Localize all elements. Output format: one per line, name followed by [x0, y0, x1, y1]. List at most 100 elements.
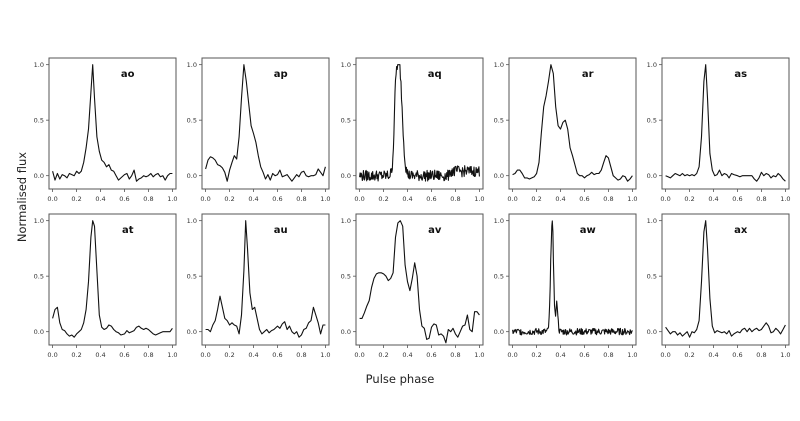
panel-label: as: [734, 69, 747, 80]
x-tick-label: 1.0: [627, 351, 637, 359]
panel-label: ao: [121, 69, 135, 80]
panel-label: au: [274, 225, 288, 236]
axes-frame: [508, 213, 637, 346]
profile-line: [512, 220, 633, 336]
y-tick-label: 0.5: [341, 273, 351, 281]
y-tick-label: 0.5: [494, 117, 504, 125]
x-tick-label: 0.0: [660, 195, 670, 203]
y-tick-label: 0.0: [187, 172, 197, 180]
x-tick-label: 0.8: [296, 351, 306, 359]
axes-frame: [48, 213, 177, 346]
panel-ap: 0.0 0.5 1.0 0.0 0.2 0.4 0.6 0.8 1.0 ap: [187, 57, 331, 203]
panel-as: 0.0 0.5 1.0 0.0 0.2 0.4 0.6 0.8 1.0 as: [647, 57, 791, 203]
x-tick-label: 0.2: [531, 195, 541, 203]
y-tick-label: 1.0: [494, 217, 504, 225]
x-tick-label: 0.8: [296, 195, 306, 203]
panel-label: aq: [428, 69, 442, 80]
profile-line: [359, 220, 480, 344]
axes-frame: [661, 57, 790, 190]
x-tick-label: 0.2: [684, 351, 694, 359]
axes-frame: [508, 57, 637, 190]
x-tick-label: 0.6: [426, 351, 436, 359]
x-tick-label: 0.6: [579, 351, 589, 359]
axes-frame: [355, 213, 484, 346]
x-tick-label: 0.0: [47, 351, 57, 359]
panel-label: av: [428, 225, 442, 236]
axes-frame: [201, 57, 330, 190]
y-tick-label: 1.0: [341, 61, 351, 69]
x-tick-label: 1.0: [780, 351, 790, 359]
x-tick-label: 0.2: [684, 195, 694, 203]
y-tick-label: 1.0: [494, 61, 504, 69]
x-tick-label: 0.8: [603, 195, 613, 203]
y-tick-label: 0.0: [341, 328, 351, 336]
y-tick-label: 0.5: [34, 273, 44, 281]
panel-aw: 0.0 0.5 1.0 0.0 0.2 0.4 0.6 0.8 1.0 aw: [494, 213, 638, 359]
x-tick-label: 0.0: [354, 351, 364, 359]
y-tick-label: 0.5: [494, 273, 504, 281]
y-tick-label: 0.0: [341, 172, 351, 180]
x-tick-label: 0.0: [47, 195, 57, 203]
x-tick-label: 0.0: [200, 351, 210, 359]
x-tick-label: 0.0: [660, 351, 670, 359]
axes-frame: [661, 213, 790, 346]
y-tick-label: 0.0: [34, 172, 44, 180]
x-tick-label: 0.0: [354, 195, 364, 203]
x-tick-label: 0.4: [248, 195, 258, 203]
x-tick-label: 0.6: [272, 195, 282, 203]
x-tick-label: 0.6: [119, 195, 129, 203]
profile-line: [205, 220, 326, 338]
profile-line: [205, 64, 326, 182]
x-tick-label: 0.4: [402, 195, 412, 203]
axes-frame: [48, 57, 177, 190]
axes-frame: [355, 57, 484, 190]
x-tick-label: 0.0: [507, 195, 517, 203]
profile-line: [359, 64, 480, 182]
profile-line: [52, 220, 173, 338]
y-tick-label: 0.0: [187, 328, 197, 336]
y-tick-label: 1.0: [34, 61, 44, 69]
x-tick-label: 0.0: [507, 351, 517, 359]
x-tick-label: 0.2: [71, 351, 81, 359]
y-tick-label: 0.0: [494, 328, 504, 336]
y-tick-label: 1.0: [647, 217, 657, 225]
axes-frame: [201, 213, 330, 346]
panel-ar: 0.0 0.5 1.0 0.0 0.2 0.4 0.6 0.8 1.0 ar: [494, 57, 638, 203]
y-tick-label: 0.5: [341, 117, 351, 125]
x-tick-label: 0.6: [732, 351, 742, 359]
x-tick-label: 0.8: [143, 195, 153, 203]
x-tick-label: 0.8: [756, 351, 766, 359]
panel-aq: 0.0 0.5 1.0 0.0 0.2 0.4 0.6 0.8 1.0 aq: [341, 57, 485, 203]
x-tick-label: 0.0: [200, 195, 210, 203]
panel-at: 0.0 0.5 1.0 0.0 0.2 0.4 0.6 0.8 1.0 at: [34, 213, 178, 359]
panel-av: 0.0 0.5 1.0 0.0 0.2 0.4 0.6 0.8 1.0 av: [341, 213, 485, 359]
panel-label: aw: [580, 225, 596, 236]
y-tick-label: 0.0: [647, 328, 657, 336]
x-tick-label: 0.8: [603, 351, 613, 359]
y-tick-label: 0.0: [34, 328, 44, 336]
x-tick-label: 0.4: [95, 195, 105, 203]
panel-ax: 0.0 0.5 1.0 0.0 0.2 0.4 0.6 0.8 1.0 ax: [647, 213, 791, 359]
x-tick-label: 0.6: [426, 195, 436, 203]
x-tick-label: 0.2: [378, 351, 388, 359]
x-tick-label: 0.2: [224, 195, 234, 203]
x-tick-label: 1.0: [167, 195, 177, 203]
y-tick-label: 0.0: [647, 172, 657, 180]
x-tick-label: 1.0: [167, 351, 177, 359]
x-tick-label: 1.0: [320, 351, 330, 359]
x-tick-label: 0.6: [272, 351, 282, 359]
x-tick-label: 0.4: [95, 351, 105, 359]
y-tick-label: 0.0: [494, 172, 504, 180]
x-tick-label: 0.4: [402, 351, 412, 359]
x-axis-label: Pulse phase: [365, 372, 435, 386]
x-tick-label: 0.2: [531, 351, 541, 359]
profile-line: [665, 220, 786, 338]
x-tick-label: 1.0: [474, 195, 484, 203]
x-tick-label: 0.4: [708, 195, 718, 203]
y-axis-label: Normalised flux: [15, 151, 29, 243]
x-tick-label: 1.0: [780, 195, 790, 203]
x-tick-label: 0.8: [756, 195, 766, 203]
x-tick-label: 0.4: [555, 351, 565, 359]
x-tick-label: 0.6: [579, 195, 589, 203]
